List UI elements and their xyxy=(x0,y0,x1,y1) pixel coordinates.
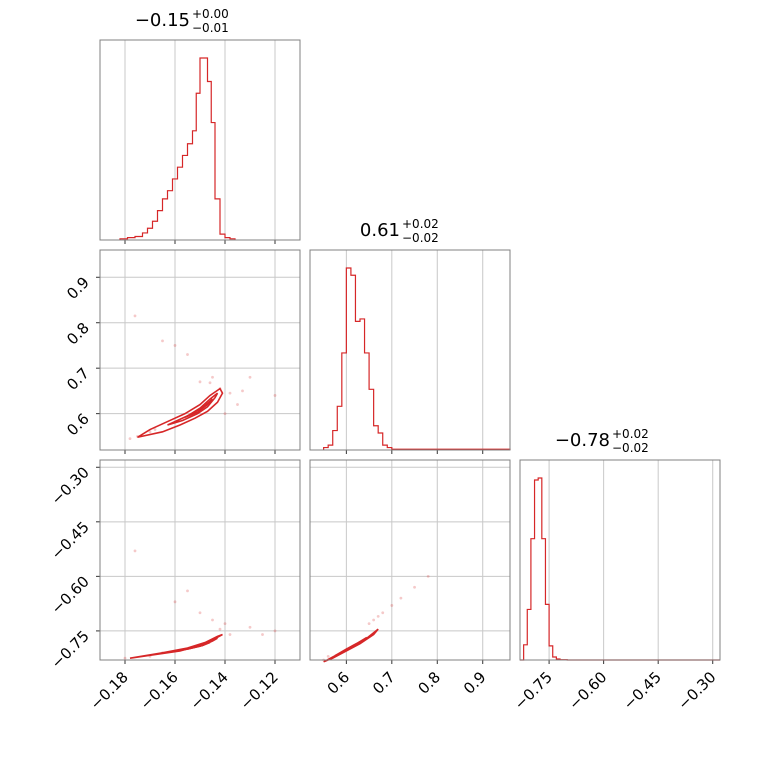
panel-2-2 xyxy=(519,459,721,664)
scatter-point xyxy=(376,614,380,618)
scatter-point xyxy=(133,314,137,318)
histogram-p1 xyxy=(323,267,511,450)
tick-label-x: −0.14 xyxy=(187,668,232,713)
scatter-point xyxy=(381,611,385,615)
contour-line xyxy=(129,633,223,659)
contour-line xyxy=(187,641,211,650)
panel-1-1 xyxy=(309,249,511,454)
title-sub-p0: −0.01 xyxy=(192,21,229,35)
panel-frame xyxy=(99,39,301,241)
scatter-point xyxy=(261,633,264,636)
scatter-point xyxy=(133,549,137,553)
panel-2-0 xyxy=(96,459,301,664)
scatter-point xyxy=(211,375,214,379)
panel-frame xyxy=(309,249,511,451)
scatter-point xyxy=(211,618,214,622)
scatter-point xyxy=(248,375,252,379)
panel-frame xyxy=(519,459,721,661)
tick-label-x: −0.60 xyxy=(565,668,610,713)
scatter-point xyxy=(198,380,202,384)
scatter-point xyxy=(390,604,394,607)
panel-2-1 xyxy=(309,459,511,664)
scatter-point xyxy=(218,627,222,631)
tick-label-y: −0.75 xyxy=(48,627,93,672)
scatter-point xyxy=(413,585,416,589)
scatter-point xyxy=(148,430,152,434)
scatter-point xyxy=(372,618,376,622)
scatter-point xyxy=(208,381,212,385)
scatter-point xyxy=(161,339,164,343)
scatter-point xyxy=(228,633,232,636)
scatter-point xyxy=(367,622,371,626)
tick-label-x: −0.45 xyxy=(620,668,665,713)
scatter-point xyxy=(273,394,277,397)
tick-label-x: −0.18 xyxy=(87,668,132,713)
contour-line xyxy=(137,387,224,439)
tick-label-y: 0.6 xyxy=(63,410,93,440)
scatter-point xyxy=(173,344,177,347)
scatter-point xyxy=(241,389,244,393)
scatter-point xyxy=(123,656,127,660)
histogram-p0 xyxy=(119,57,236,240)
scatter-point xyxy=(273,629,277,633)
tick-label-y: 0.9 xyxy=(63,273,93,303)
scatter-point xyxy=(223,412,227,416)
scatter-point xyxy=(173,600,177,604)
tick-label-y: −0.45 xyxy=(48,518,93,563)
title-sup-p0: +0.00 xyxy=(192,7,229,21)
tick-label-y: 0.7 xyxy=(63,364,93,394)
title-p1: 0.61 xyxy=(360,220,400,241)
tick-label-y: −0.30 xyxy=(48,463,93,508)
scatter-point xyxy=(198,611,202,615)
contour-line xyxy=(323,628,379,663)
tick-label-x: 0.9 xyxy=(460,668,490,698)
panel-frame xyxy=(99,249,301,451)
scatter-point xyxy=(426,574,430,578)
panel-0-0 xyxy=(99,39,301,244)
title-p2: −0.78 xyxy=(555,430,610,451)
scatter-point xyxy=(223,622,227,626)
tick-label-x: 0.8 xyxy=(415,668,445,698)
histogram-p2 xyxy=(520,477,720,661)
scatter-point xyxy=(399,596,403,600)
tick-label-x: −0.16 xyxy=(137,668,182,713)
title-sub-p2: −0.02 xyxy=(612,441,649,455)
panel-1-0 xyxy=(96,249,301,454)
scatter-point xyxy=(236,403,239,406)
contour-line xyxy=(184,398,214,419)
title-sup-p2: +0.02 xyxy=(612,427,649,441)
tick-label-x: −0.30 xyxy=(674,668,719,713)
tick-label-y: −0.60 xyxy=(48,572,93,617)
title-sub-p1: −0.02 xyxy=(402,231,439,245)
scatter-point xyxy=(248,625,252,629)
scatter-point xyxy=(128,437,132,441)
scatter-point xyxy=(186,353,189,356)
scatter-point xyxy=(186,589,189,593)
contour-line xyxy=(343,641,361,652)
scatter-point xyxy=(228,391,232,395)
tick-label-x: 0.7 xyxy=(369,668,399,698)
tick-label-x: −0.75 xyxy=(511,668,556,713)
scatter-point xyxy=(326,654,330,658)
tick-label-x: −0.12 xyxy=(237,668,282,713)
tick-label-y: 0.8 xyxy=(63,319,93,349)
title-sup-p1: +0.02 xyxy=(402,217,439,231)
scatter-point xyxy=(153,428,157,431)
tick-label-x: 0.6 xyxy=(324,668,354,698)
panel-frame xyxy=(309,459,511,661)
title-p0: −0.15 xyxy=(135,10,190,31)
panel-frame xyxy=(99,459,301,661)
